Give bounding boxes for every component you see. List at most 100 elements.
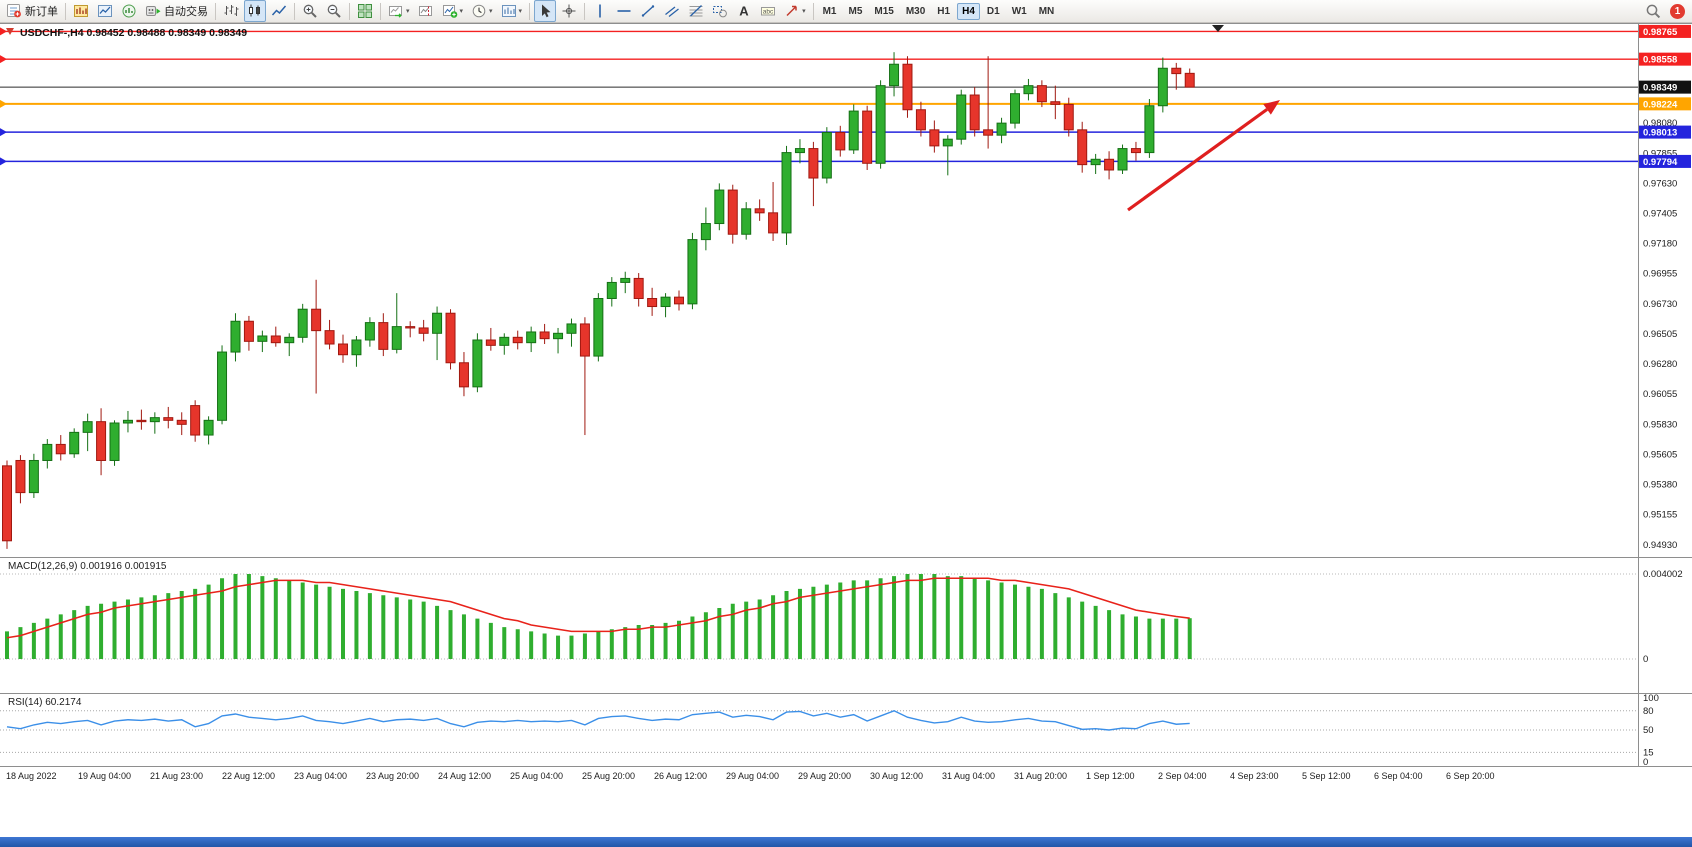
time-axis-label: 31 Aug 04:00 [942, 771, 995, 781]
macd-histogram-bar [865, 580, 870, 659]
price-axis-label: 0.96055 [1643, 389, 1677, 400]
candle-body [794, 148, 805, 154]
timeframe-mn[interactable]: MN [1038, 5, 1055, 17]
candle-body [512, 336, 523, 344]
line-chart-button[interactable] [268, 0, 290, 22]
tile-windows-button[interactable] [354, 0, 376, 22]
trend-arrow-annotation[interactable] [1127, 100, 1280, 212]
candle-body [821, 132, 832, 179]
cursor-button[interactable] [534, 0, 557, 22]
macd-histogram-bar [932, 574, 937, 659]
timeframe-h4[interactable]: H4 [957, 2, 980, 20]
timeframe-h1[interactable]: H1 [937, 5, 951, 17]
shapes-button[interactable] [709, 0, 731, 22]
equidistant-channel-button[interactable] [661, 0, 683, 22]
candle-body [69, 431, 80, 455]
fibonacci-button[interactable] [685, 0, 707, 22]
vertical-line-button[interactable] [589, 0, 611, 22]
text-label-button[interactable]: abc [757, 0, 779, 22]
arrows-icon [784, 3, 800, 19]
auto-scroll-button[interactable]: ▾ [385, 0, 413, 22]
new-order-button[interactable]: 新订单 [3, 0, 61, 22]
periods-button[interactable]: ▾ [468, 0, 496, 22]
chart-shift-button[interactable] [415, 0, 437, 22]
charts-icon [73, 3, 89, 19]
candle-body [647, 298, 658, 308]
price-axis-label: 0.95380 [1643, 480, 1677, 491]
charts-button[interactable] [70, 0, 92, 22]
svg-text:abc: abc [763, 9, 774, 16]
macd-histogram-bar [1026, 586, 1031, 659]
candlestick-button[interactable] [244, 0, 266, 22]
autoscroll-icon [388, 3, 404, 19]
candle-body [257, 335, 268, 342]
time-axis-label: 24 Aug 12:00 [438, 771, 491, 781]
indicators-button[interactable]: ▾ [439, 0, 467, 22]
candle-body [203, 419, 214, 436]
templates-button[interactable]: ▾ [498, 0, 526, 22]
candle-body [499, 336, 510, 346]
timeframe-m15[interactable]: M15 [874, 5, 894, 17]
macd-histogram-bar [690, 616, 695, 659]
bar-chart-button[interactable] [220, 0, 242, 22]
rsi-line [6, 710, 1190, 731]
macd-histogram-bar [959, 576, 964, 659]
auto-trading-button-label: 自动交易 [164, 6, 208, 18]
macd-histogram-bar [1053, 593, 1058, 659]
candle-body [620, 277, 631, 283]
time-axis-label: 26 Aug 12:00 [654, 771, 707, 781]
candle-body [364, 322, 375, 341]
price-axis-label: 0.95155 [1643, 510, 1677, 521]
candle-body [566, 323, 577, 334]
zoom-out-button[interactable] [323, 0, 345, 22]
candle-body [835, 132, 846, 151]
candle-body [1117, 148, 1128, 171]
macd-histogram-bar [730, 603, 735, 659]
candle-body [889, 63, 900, 87]
crosshair-button[interactable] [558, 0, 580, 22]
notification-badge[interactable]: 1 [1670, 3, 1685, 19]
chart-shift-marker[interactable] [1212, 25, 1224, 32]
zoom-in-button[interactable] [299, 0, 321, 22]
price-tag-label: 0.98224 [1643, 99, 1678, 110]
price-tag-label: 0.98349 [1643, 83, 1677, 94]
macd-histogram-bar [515, 629, 520, 659]
market-watch-button[interactable] [118, 0, 140, 22]
profiles-button[interactable] [94, 0, 116, 22]
channel-icon [664, 3, 680, 19]
auto-trading-button[interactable]: 自动交易 [142, 0, 211, 22]
text-button[interactable]: A [733, 0, 755, 22]
periods-icon [471, 3, 487, 19]
macd-histogram-bar [408, 599, 413, 659]
templates-icon [501, 3, 517, 19]
price-axis[interactable]: 0.98080 0.97855 0.97630 0.97405 0.97180 0.969… [1639, 23, 1692, 768]
candle-body [1157, 67, 1168, 107]
toolbar-separator [294, 2, 295, 20]
candle-body [190, 405, 201, 436]
timeframe-d1[interactable]: D1 [986, 5, 1000, 17]
macd-histogram-bar [461, 614, 466, 659]
timeframe-m1[interactable]: M1 [822, 5, 837, 17]
time-axis-label: 4 Sep 23:00 [1230, 771, 1279, 781]
timeframe-m5[interactable]: M5 [848, 5, 863, 17]
arrows-button[interactable]: ▾ [781, 0, 809, 22]
timeframe-m30[interactable]: M30 [905, 5, 926, 17]
candle-body [82, 421, 93, 433]
time-axis[interactable]: 18 Aug 2022 19 Aug 04:00 21 Aug 23:00 22 Au… [6, 771, 1495, 781]
horizontal-lines-layer[interactable] [0, 27, 1638, 166]
price-tag-label: 0.97794 [1643, 157, 1678, 168]
rsi-label: RSI(14) 60.2174 [8, 697, 82, 708]
trendline-button[interactable] [637, 0, 659, 22]
macd-histogram-bar [18, 627, 23, 659]
timeframe-w1[interactable]: W1 [1011, 5, 1027, 17]
horizontal-line-button[interactable] [613, 0, 635, 22]
chart-area[interactable]: MACD(12,26,9) 0.001916 0.001915 RSI(14) 6… [0, 23, 1692, 786]
candle-body [983, 129, 994, 136]
search-button[interactable] [1642, 0, 1664, 22]
macd-histogram-bar [1013, 584, 1017, 659]
candle-body [942, 138, 953, 147]
time-axis-label: 25 Aug 04:00 [510, 771, 563, 781]
macd-histogram-bar [784, 591, 789, 659]
chart-plot-area[interactable] [0, 23, 1638, 557]
hline-left-marker [0, 99, 7, 108]
